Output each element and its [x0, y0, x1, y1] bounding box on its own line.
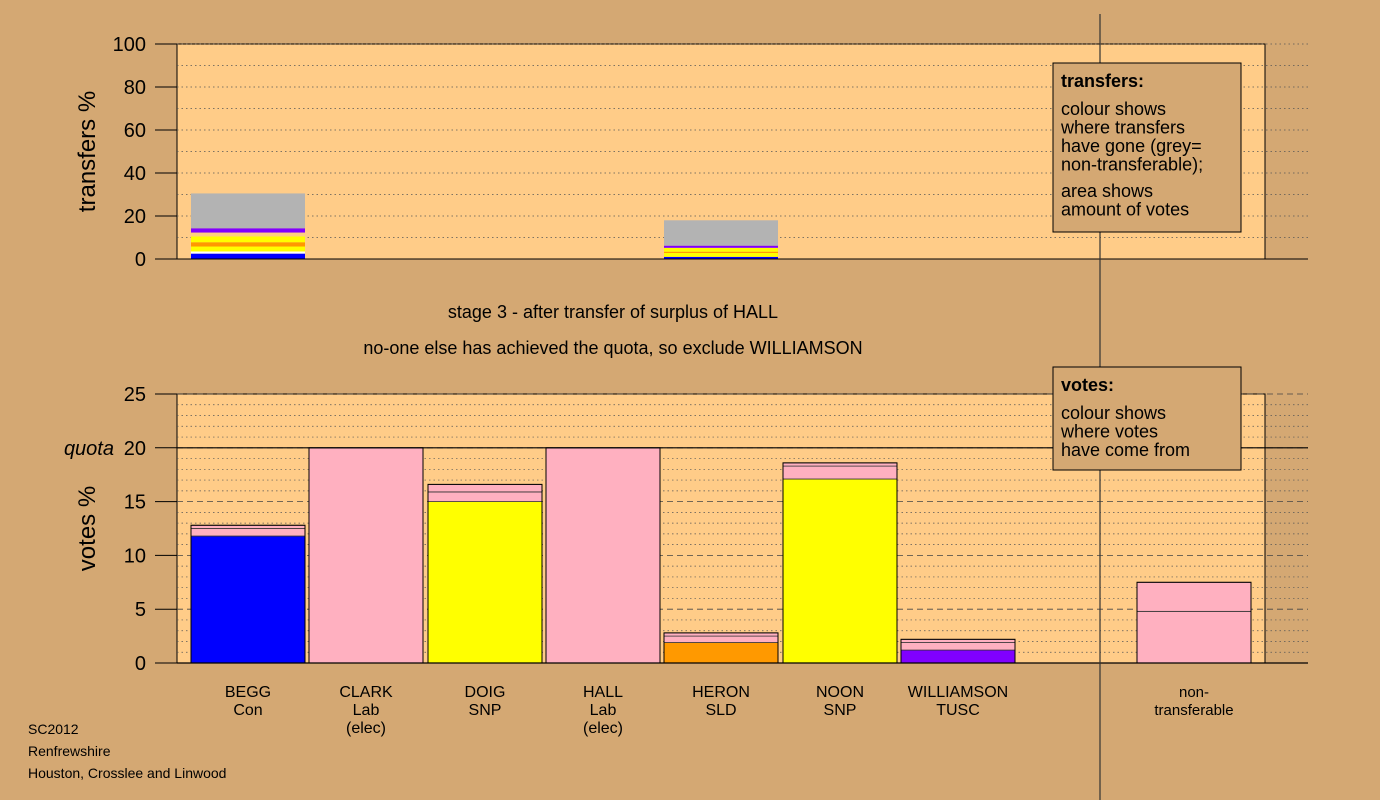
- bar-non-transferable: [1136, 581, 1252, 664]
- y-tick-label: 80: [124, 77, 146, 99]
- bar-segment: [900, 649, 1016, 664]
- legend-text: have gone (grey=: [1061, 136, 1202, 156]
- legend-box: [1052, 62, 1242, 233]
- bar-segment: [664, 220, 778, 246]
- bar-segment: [427, 501, 543, 664]
- y-axis-label: transfers %: [74, 91, 101, 212]
- y-tick-label: 5: [135, 599, 146, 621]
- y-tick-label: 40: [124, 163, 146, 185]
- bar-heron: [663, 632, 779, 664]
- category-label: non-: [1179, 684, 1209, 701]
- legend-text: area shows: [1061, 181, 1153, 201]
- bar-segment: [191, 242, 305, 247]
- legend-text: where transfers: [1060, 118, 1185, 138]
- bar-segment: [427, 491, 543, 502]
- bar-begg: [190, 524, 306, 664]
- bar-doig: [427, 483, 543, 664]
- bar-segment: [191, 228, 305, 233]
- bar-segment: [545, 447, 661, 664]
- category-label: transferable: [1154, 702, 1233, 719]
- category-label: WILLIAMSON: [908, 684, 1008, 701]
- legend-text: where votes: [1060, 422, 1158, 442]
- bar-noon: [782, 462, 898, 664]
- bar-segment: [664, 245, 778, 248]
- legend-text: colour shows: [1061, 403, 1166, 423]
- category-label: SNP: [469, 702, 502, 719]
- legend-box: [1052, 366, 1242, 471]
- bar-segment: [664, 256, 778, 259]
- category-label: (elec): [346, 720, 386, 737]
- category-label: DOIG: [465, 684, 506, 701]
- y-tick-label: 20: [124, 438, 146, 460]
- bar-segment: [664, 251, 778, 253]
- category-label: SNP: [824, 702, 857, 719]
- bar-segment: [191, 193, 305, 229]
- bar-segment: [900, 642, 1016, 651]
- category-label: SLD: [705, 702, 736, 719]
- legend-text: non-transferable);: [1061, 155, 1203, 175]
- bar-segment: [782, 465, 898, 480]
- quota-label: quota: [64, 438, 114, 460]
- bar-segment: [663, 635, 779, 643]
- bar-segment: [190, 535, 306, 664]
- bar-segment: [1136, 581, 1252, 612]
- bar-segment: [663, 642, 779, 664]
- bar-segment: [191, 251, 305, 254]
- legend-title: transfers:: [1061, 71, 1144, 91]
- category-label: NOON: [816, 684, 864, 701]
- bar-hall: [545, 447, 661, 664]
- footer-council: Renfrewshire: [28, 743, 111, 759]
- category-label: Con: [233, 702, 262, 719]
- bar-segment: [664, 252, 778, 257]
- bar-segment: [191, 246, 305, 252]
- bar-begg: [191, 193, 305, 259]
- y-tick-label: 60: [124, 120, 146, 142]
- y-tick-label: 25: [124, 384, 146, 406]
- bar-heron: [664, 220, 778, 259]
- bar-segment: [1136, 610, 1252, 664]
- bar-segment: [308, 447, 424, 664]
- y-tick-label: 0: [135, 249, 146, 271]
- bar-segment: [664, 247, 778, 252]
- category-label: (elec): [583, 720, 623, 737]
- y-tick-label: 15: [124, 492, 146, 514]
- bar-segment: [191, 236, 305, 243]
- y-tick-label: 20: [124, 206, 146, 228]
- legend-text: colour shows: [1061, 99, 1166, 119]
- stage-title: stage 3 - after transfer of surplus of H…: [448, 302, 778, 322]
- footer-election: SC2012: [28, 721, 79, 737]
- legend-title: votes:: [1061, 375, 1114, 395]
- category-label: HALL: [583, 684, 623, 701]
- bar-segment: [190, 528, 306, 537]
- y-tick-label: 10: [124, 545, 146, 567]
- category-label: CLARK: [339, 684, 393, 701]
- category-label: HERON: [692, 684, 750, 701]
- bar-segment: [427, 483, 543, 493]
- bar-segment: [782, 478, 898, 664]
- bar-segment: [191, 232, 305, 237]
- y-tick-label: 100: [113, 34, 146, 56]
- category-label: BEGG: [225, 684, 271, 701]
- category-label: TUSC: [936, 702, 980, 719]
- stage-subtitle: no-one else has achieved the quota, so e…: [363, 338, 862, 358]
- y-axis-label: votes %: [74, 486, 101, 571]
- legend-text: have come from: [1061, 440, 1190, 460]
- category-label: Lab: [590, 702, 617, 719]
- footer-ward: Houston, Crosslee and Linwood: [28, 765, 227, 781]
- bar-clark: [308, 447, 424, 664]
- legend-text: amount of votes: [1061, 200, 1189, 220]
- category-label: Lab: [353, 702, 380, 719]
- y-tick-label: 0: [135, 653, 146, 675]
- bar-williamson: [900, 638, 1016, 664]
- bar-segment: [191, 253, 305, 259]
